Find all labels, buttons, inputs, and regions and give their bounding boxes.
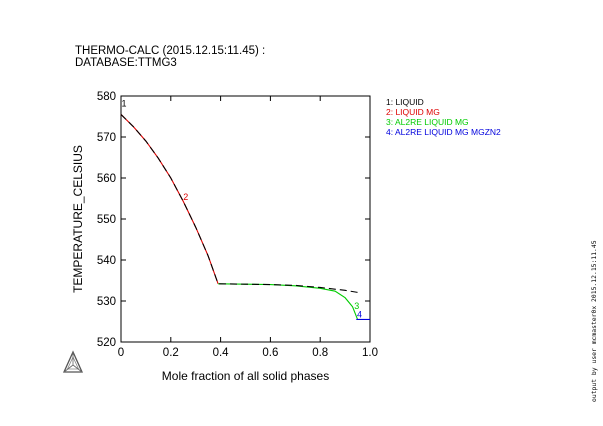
thermocalc-logo-icon xyxy=(62,350,84,373)
x-tick-label: 0.4 xyxy=(213,347,230,359)
x-tick-label: 0 xyxy=(118,347,124,359)
y-tick-label: 540 xyxy=(97,255,116,267)
series-line-1 xyxy=(120,114,219,284)
header-line-1: THERMO-CALC (2015.12.15:11.45) : xyxy=(75,45,266,57)
series-line-2 xyxy=(218,283,359,320)
x-tick-label: 0.8 xyxy=(312,347,328,359)
y-tick-label: 520 xyxy=(97,337,116,349)
series-line-4 xyxy=(120,114,358,293)
curve-label: 3 xyxy=(354,301,359,311)
y-tick-label: 550 xyxy=(97,214,116,226)
y-tick-label: 560 xyxy=(97,173,116,185)
annotation-layer: 1 2 34 xyxy=(121,99,362,320)
y-axis-label: TEMPERATURE_CELSIUS xyxy=(71,145,85,293)
legend-entry: 3: AL2RE LIQUID MG xyxy=(386,117,469,127)
axes: 0 0.2 0.4 0.6 0.8 1.0 520 530 540 550 560 570 580 Mol… xyxy=(71,91,378,383)
curve-label: 2 xyxy=(183,192,188,202)
x-tick-label: 0.2 xyxy=(163,347,179,359)
header-line-2: DATABASE:TTMG3 xyxy=(75,57,177,69)
curve-label: 4 xyxy=(357,309,362,319)
plot-frame xyxy=(120,95,371,343)
series-layer xyxy=(120,114,370,320)
x-axis-label: Mole fraction of all solid phases xyxy=(162,369,329,383)
curve-label: 1 xyxy=(121,99,126,109)
y-tick-label: 580 xyxy=(97,91,116,103)
legend-entry: 2: LIQUID MG xyxy=(386,107,440,117)
y-tick-label: 570 xyxy=(97,132,116,144)
x-tick-label: 0.6 xyxy=(262,347,278,359)
x-tick-label: 1.0 xyxy=(362,347,378,359)
legend-entry: 4: AL2RE LIQUID MG MGZN2 xyxy=(386,127,501,137)
y-tick-label: 530 xyxy=(97,296,116,308)
legend-entry: 1: LIQUID xyxy=(386,97,424,107)
